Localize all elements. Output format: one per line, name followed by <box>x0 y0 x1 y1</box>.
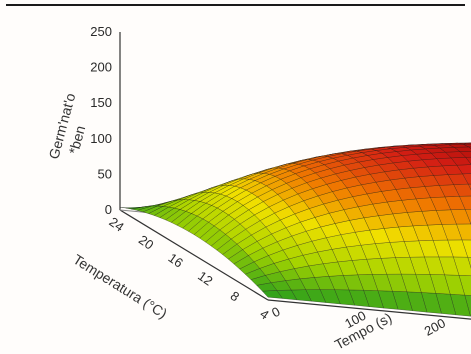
z-tick-label: 50 <box>98 166 112 181</box>
surface-patch <box>119 206 141 209</box>
z-tick-label: 0 <box>105 202 112 217</box>
time-tick-label: 200 <box>422 315 448 338</box>
z-tick-label: 250 <box>90 24 112 39</box>
temperature-axis-line <box>119 209 269 301</box>
z-tick-label: 200 <box>90 60 112 75</box>
time-axis-line <box>267 299 471 320</box>
temperature-tick-label: 8 <box>228 288 243 304</box>
temperature-tick-label: 12 <box>195 268 215 289</box>
top-border-line <box>6 4 465 6</box>
surface-mesh <box>119 142 471 317</box>
temperature-tick-label: 24 <box>106 214 126 235</box>
temperature-tick-label: 20 <box>136 232 156 253</box>
z-tick-label: 100 <box>90 131 112 146</box>
z-axis-label-line2: *ben <box>65 124 88 156</box>
temperature-tick-label: 16 <box>166 250 186 271</box>
time-tick-label: 0 <box>269 304 282 321</box>
z-tick-label: 150 <box>90 95 112 110</box>
z-axis-label: Germ'nat'o*ben <box>45 91 95 165</box>
temperature-axis-label: Temperatura (°C) <box>70 251 170 322</box>
